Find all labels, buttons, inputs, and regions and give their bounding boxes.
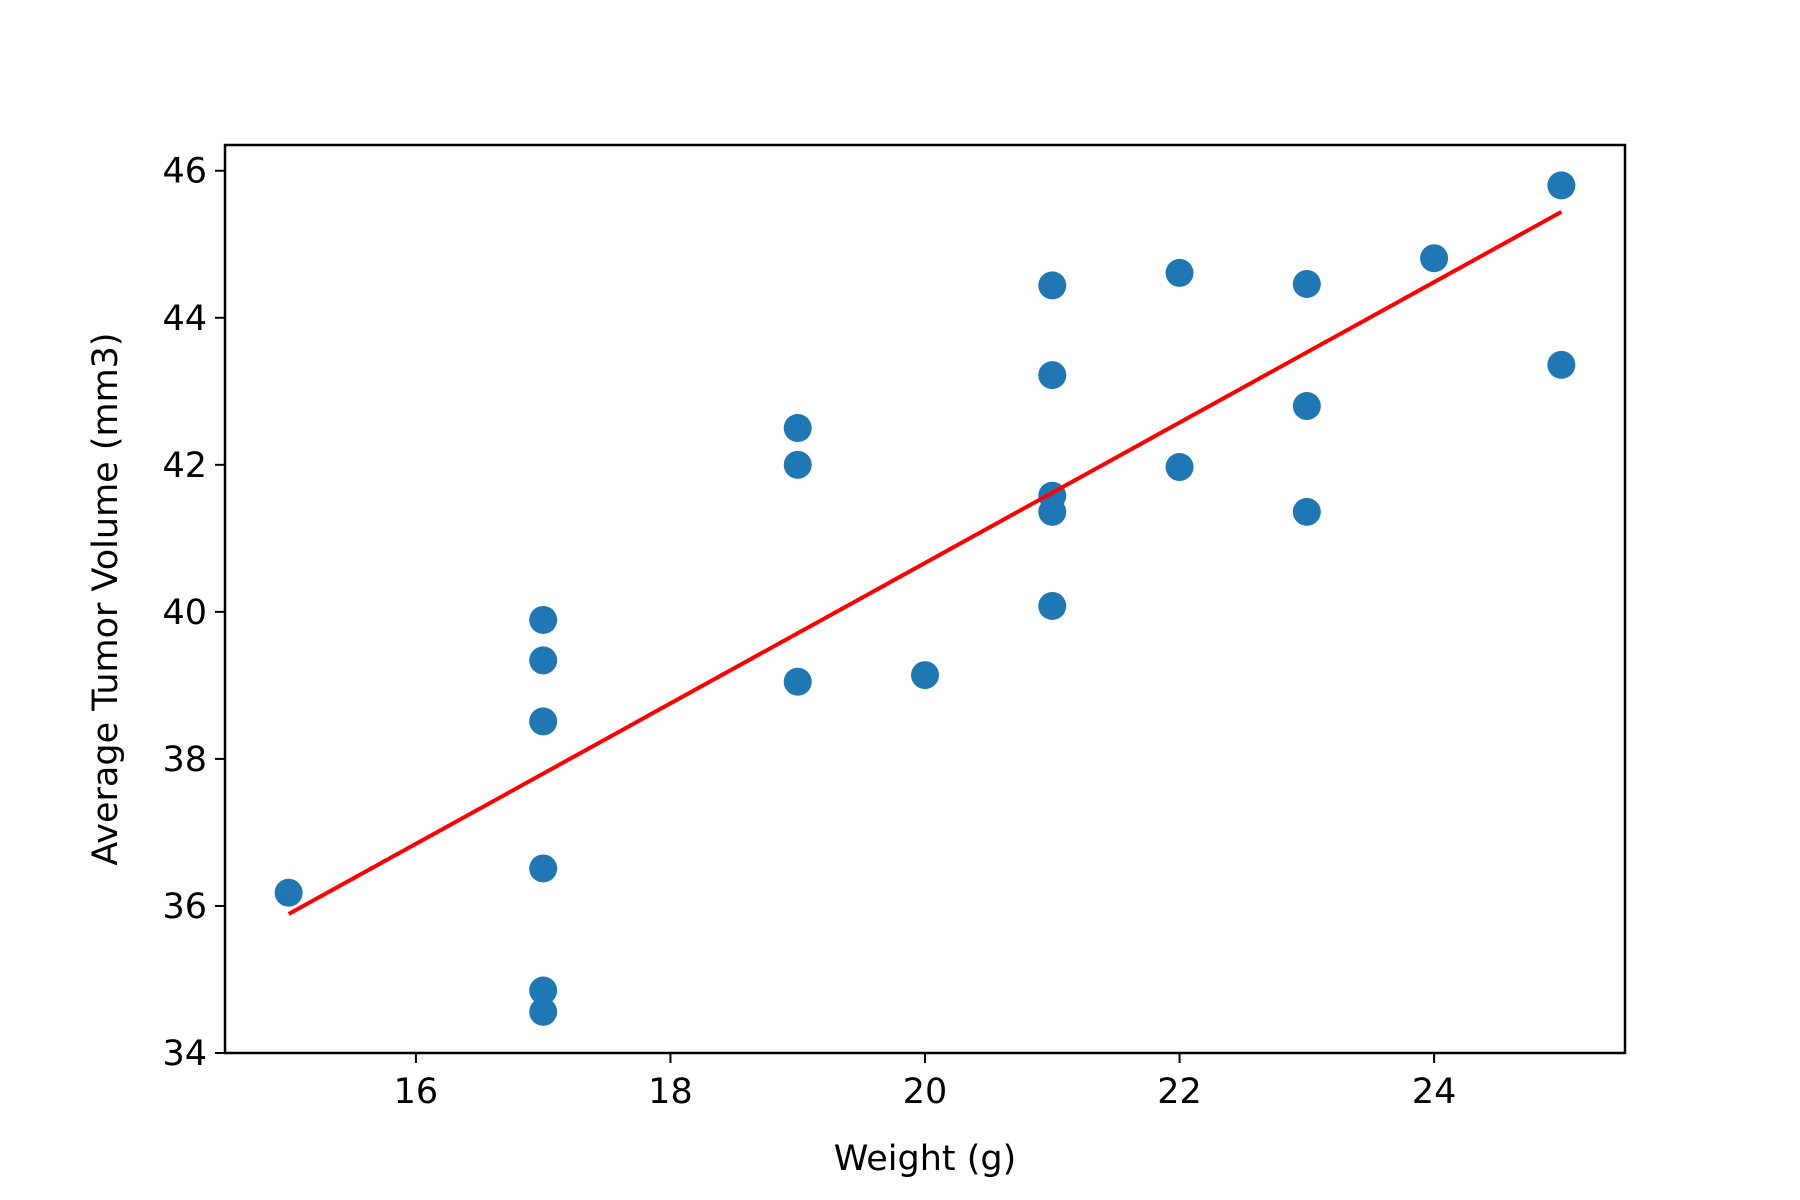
y-tick-label: 34: [162, 1034, 207, 1074]
scatter-point: [1038, 271, 1067, 300]
scatter-point: [1547, 171, 1576, 200]
scatter-point: [911, 661, 939, 690]
y-tick-label: 46: [162, 152, 207, 192]
scatter-point: [1292, 269, 1321, 298]
x-tick-label: 20: [903, 1072, 948, 1112]
scatter-point: [1420, 244, 1449, 273]
scatter-point: [529, 707, 558, 736]
x-axis-label: Weight (g): [834, 1139, 1017, 1179]
scatter-point: [529, 605, 558, 634]
x-tick-label: 18: [648, 1072, 693, 1112]
scatter-point: [783, 414, 812, 443]
x-tick-label: 22: [1157, 1072, 1202, 1112]
scatter-point: [274, 878, 303, 907]
scatter-point: [1038, 591, 1067, 620]
y-tick-label: 42: [162, 446, 207, 486]
y-tick-label: 44: [162, 299, 207, 339]
scatter-point: [1292, 392, 1321, 421]
scatter-point: [1547, 350, 1576, 379]
scatter-point: [783, 450, 812, 479]
scatter-point: [1165, 453, 1194, 482]
scatter-point: [783, 667, 812, 696]
y-tick-label: 38: [162, 740, 207, 780]
y-axis-label: Average Tumor Volume (mm3): [86, 332, 126, 865]
axis-ticks: 16 18 20 22 24 34 36 38 40 42 44 46: [162, 152, 1456, 1112]
scatter-point: [1038, 361, 1067, 390]
scatter-point: [529, 646, 558, 675]
x-tick-label: 16: [394, 1072, 439, 1112]
y-tick-label: 36: [162, 887, 207, 927]
scatter-point: [1165, 258, 1194, 287]
scatter-point: [529, 997, 558, 1026]
x-tick-label: 24: [1412, 1072, 1457, 1112]
scatter-point: [529, 976, 558, 1005]
scatter-point: [1292, 497, 1321, 526]
regression-line: [287, 210, 1563, 916]
scatter-point: [529, 854, 558, 883]
y-tick-label: 40: [162, 593, 207, 633]
plot-marks: [274, 171, 1576, 1026]
